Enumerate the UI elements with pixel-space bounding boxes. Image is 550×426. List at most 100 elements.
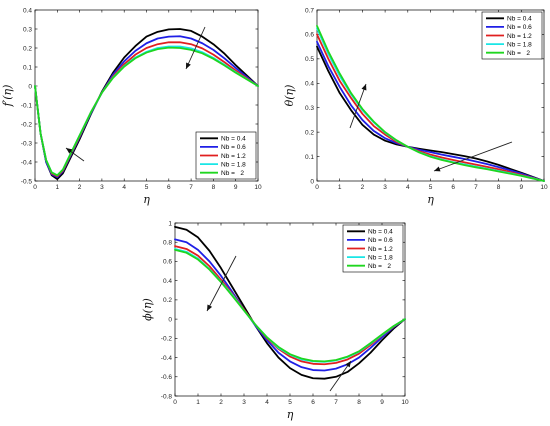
y-tick-label: 0.3 xyxy=(23,26,32,33)
y-tick-label: 0.2 xyxy=(23,45,32,52)
legend-label: Nb = 0.6 xyxy=(507,24,532,31)
x-tick-label: 1 xyxy=(196,399,200,406)
y-axis-label: f′(η) xyxy=(1,85,14,108)
x-tick-label: 2 xyxy=(361,184,365,191)
legend-label: Nb = 0.6 xyxy=(368,237,393,244)
y-axis-label: θ(η) xyxy=(283,85,296,107)
y-tick-label: 0.2 xyxy=(163,297,172,304)
y-tick-label: 0 xyxy=(310,178,314,185)
x-tick-label: 0 xyxy=(33,184,37,191)
y-tick-label: 0.7 xyxy=(305,7,314,14)
arrow-head xyxy=(186,62,191,69)
legend-label: Nb = 0.4 xyxy=(221,136,246,143)
y-tick-label: 0.6 xyxy=(163,259,172,266)
x-tick-label: 4 xyxy=(122,184,126,191)
legend-label: Nb = 0.4 xyxy=(368,229,393,236)
arrow-head xyxy=(434,166,441,172)
y-tick-label: -0.3 xyxy=(21,140,33,147)
y-tick-label: -0.2 xyxy=(161,336,173,343)
arrow-shaft xyxy=(433,141,513,172)
y-tick-label: -0.6 xyxy=(161,374,173,381)
legend-label: Nb = 1.2 xyxy=(221,153,246,160)
legend-label: Nb = 2 xyxy=(507,50,530,57)
y-tick-label: 0 xyxy=(168,316,172,323)
x-tick-label: 7 xyxy=(474,184,478,191)
y-tick-label: 0.4 xyxy=(23,7,32,14)
x-tick-label: 7 xyxy=(189,184,193,191)
series-line xyxy=(34,28,259,181)
x-axis-label: η xyxy=(427,193,434,206)
legend-label: Nb = 1.8 xyxy=(507,41,532,48)
y-tick-label: 0.4 xyxy=(305,81,314,88)
legend-label: Nb = 2 xyxy=(368,263,391,270)
y-tick-label: 0.8 xyxy=(163,240,172,247)
arrow-head xyxy=(66,148,73,154)
arrow-shaft xyxy=(329,360,352,392)
y-tick-label: -0.2 xyxy=(21,121,33,128)
x-tick-label: 10 xyxy=(540,184,548,191)
x-tick-label: 6 xyxy=(311,399,315,406)
y-tick-label: 0.6 xyxy=(305,32,314,39)
arrow-shaft xyxy=(349,83,367,129)
series-line xyxy=(174,249,406,363)
x-tick-label: 10 xyxy=(401,399,409,406)
y-tick-label: -0.1 xyxy=(21,102,33,109)
x-tick-label: 6 xyxy=(451,184,455,191)
x-tick-label: 5 xyxy=(145,184,149,191)
x-tick-label: 9 xyxy=(519,184,523,191)
y-tick-label: -0.4 xyxy=(21,159,33,166)
legend-label: Nb = 1.8 xyxy=(221,161,246,168)
series-line xyxy=(316,40,545,182)
x-tick-label: 4 xyxy=(265,399,269,406)
x-tick-label: 6 xyxy=(167,184,171,191)
arrow-head xyxy=(207,304,213,311)
legend-label: Nb = 0.6 xyxy=(221,144,246,151)
x-tick-label: 5 xyxy=(429,184,433,191)
legend-label: Nb = 1.8 xyxy=(368,254,393,261)
y-tick-label: 0.2 xyxy=(305,129,314,136)
x-tick-label: 1 xyxy=(338,184,342,191)
legend-label: Nb = 0.4 xyxy=(507,16,532,23)
chart-panel-f-prime: 0 1 2 3 4 5 6 7 8 9 10 -0.5 -0.4 -0.3 -0.2 -0.1 0 0.1 0.2 0… xyxy=(1,7,262,206)
legend-label: Nb = 1.2 xyxy=(368,246,393,253)
x-tick-label: 9 xyxy=(234,184,238,191)
legend-label: Nb = 1.2 xyxy=(507,33,532,40)
arrow-shaft xyxy=(185,26,206,70)
y-tick-label: 0.1 xyxy=(305,154,314,161)
y-tick-label: 0 xyxy=(28,83,32,90)
legend-label: Nb = 2 xyxy=(221,170,244,177)
x-tick-label: 5 xyxy=(288,399,292,406)
series-line xyxy=(174,238,406,372)
chart-panel-phi: 0 1 2 3 4 5 6 7 8 9 10 -0.8 -0.6 -0.4 -0.2 0 0.2 0.4 0.6 0.… xyxy=(141,220,409,421)
x-tick-label: 1 xyxy=(55,184,59,191)
x-tick-label: 8 xyxy=(497,184,501,191)
x-tick-label: 3 xyxy=(383,184,387,191)
x-tick-label: 9 xyxy=(380,399,384,406)
x-tick-label: 4 xyxy=(406,184,410,191)
y-tick-label: 0.5 xyxy=(305,56,314,63)
y-tick-label: 0.3 xyxy=(305,105,314,112)
series-line xyxy=(34,46,259,177)
x-tick-label: 8 xyxy=(357,399,361,406)
y-tick-label: 1 xyxy=(168,220,172,227)
y-tick-label: -0.5 xyxy=(21,178,33,185)
x-tick-label: 3 xyxy=(100,184,104,191)
series-line xyxy=(316,24,545,182)
x-tick-label: 8 xyxy=(212,184,216,191)
x-tick-label: 3 xyxy=(242,399,246,406)
y-tick-label: -0.4 xyxy=(161,355,173,362)
x-axis-label: η xyxy=(143,193,150,206)
chart-panel-theta: 0 1 2 3 4 5 6 7 8 9 10 0 0.1 0.2 0.3 0.4 0.5 0.6 0.7 η θ(η) N… xyxy=(283,7,548,206)
series-line xyxy=(174,225,406,380)
x-tick-label: 10 xyxy=(254,184,262,191)
y-axis-label: ϕ(η) xyxy=(141,298,154,321)
series-line xyxy=(316,45,545,182)
x-axis-label: η xyxy=(287,408,294,421)
y-tick-label: 0.1 xyxy=(23,64,32,71)
x-tick-label: 7 xyxy=(334,399,338,406)
arrow-head xyxy=(345,361,351,368)
y-tick-label: -0.8 xyxy=(161,393,173,400)
x-tick-label: 0 xyxy=(173,399,177,406)
y-tick-label: 0.4 xyxy=(163,278,172,285)
